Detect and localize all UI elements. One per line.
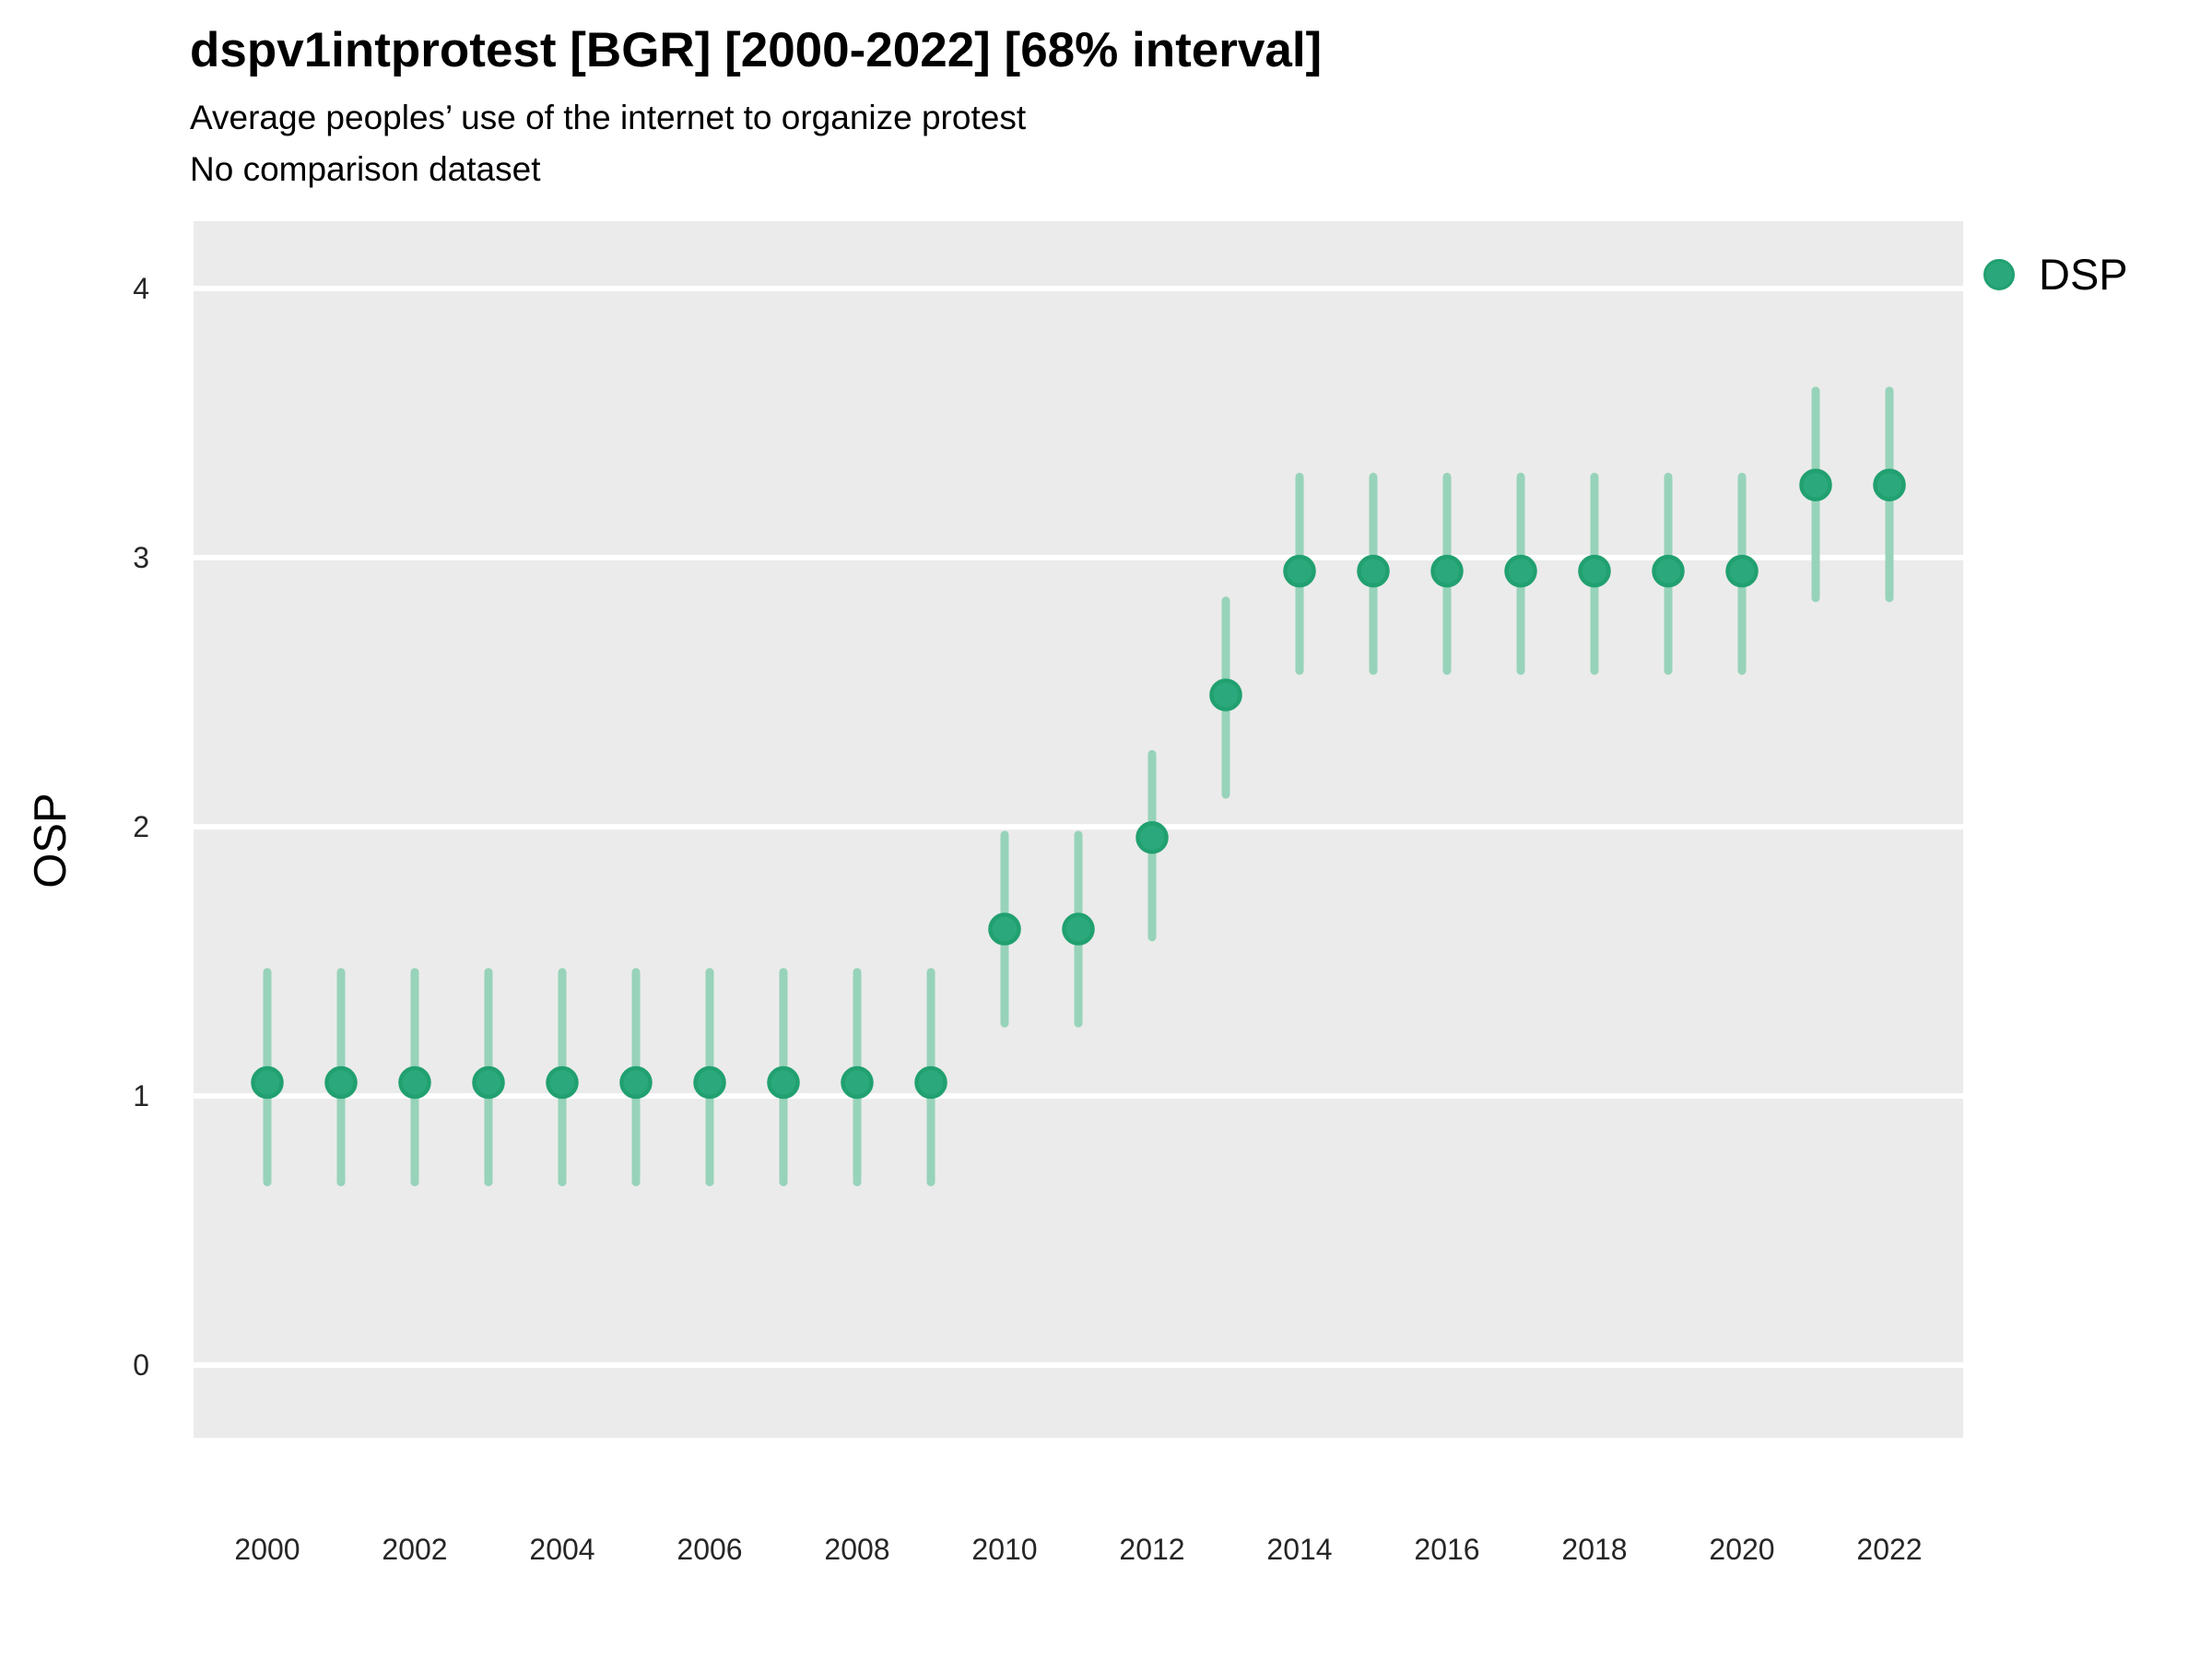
x-tick-label-2014: 2014 bbox=[1266, 1533, 1332, 1566]
data-point-2010 bbox=[988, 912, 1021, 946]
data-point-2015 bbox=[1357, 554, 1390, 588]
data-point-2000 bbox=[251, 1065, 284, 1100]
data-point-2005 bbox=[619, 1065, 653, 1100]
legend-point-icon bbox=[1983, 258, 2015, 290]
x-tick-label-2016: 2016 bbox=[1414, 1533, 1479, 1566]
data-point-2004 bbox=[546, 1065, 579, 1100]
y-tick-label-0: 0 bbox=[133, 1348, 149, 1382]
data-point-2012 bbox=[1135, 821, 1169, 854]
data-point-2020 bbox=[1725, 554, 1759, 588]
data-point-2008 bbox=[841, 1065, 874, 1100]
x-tick-label-2012: 2012 bbox=[1119, 1533, 1184, 1566]
x-tick-label-2004: 2004 bbox=[529, 1533, 594, 1566]
x-tick-label-2008: 2008 bbox=[824, 1533, 889, 1566]
data-point-2011 bbox=[1062, 912, 1095, 946]
data-point-2018 bbox=[1578, 554, 1611, 588]
x-tick-label-2018: 2018 bbox=[1561, 1533, 1627, 1566]
y-tick-label-2: 2 bbox=[133, 810, 149, 843]
data-point-2009 bbox=[914, 1065, 947, 1100]
data-point-2006 bbox=[693, 1065, 726, 1100]
chart-subtitle: Average peoples’ use of the internet to … bbox=[190, 99, 1027, 136]
y-tick-label-3: 3 bbox=[133, 541, 149, 574]
data-point-2014 bbox=[1283, 554, 1316, 588]
legend: DSP bbox=[1983, 249, 2128, 300]
data-point-2016 bbox=[1430, 554, 1464, 588]
chart-note: No comparison dataset bbox=[190, 150, 541, 188]
data-point-2007 bbox=[767, 1065, 800, 1100]
data-point-2013 bbox=[1209, 678, 1242, 712]
data-point-2017 bbox=[1504, 554, 1537, 588]
data-point-2021 bbox=[1799, 468, 1832, 501]
legend-label: DSP bbox=[2039, 250, 2128, 299]
x-tick-label-2010: 2010 bbox=[971, 1533, 1037, 1566]
y-tick-label-4: 4 bbox=[133, 272, 149, 305]
data-point-2022 bbox=[1873, 468, 1906, 501]
y-tick-label-1: 1 bbox=[133, 1079, 149, 1112]
data-point-2002 bbox=[398, 1065, 431, 1100]
x-tick-label-2022: 2022 bbox=[1856, 1533, 1922, 1566]
x-tick-label-2006: 2006 bbox=[677, 1533, 742, 1566]
data-point-2001 bbox=[324, 1065, 358, 1100]
chart-title: dspv1intprotest [BGR] [2000-2022] [68% i… bbox=[190, 23, 1323, 77]
data-point-2003 bbox=[472, 1065, 505, 1100]
data-point-2019 bbox=[1652, 554, 1685, 588]
x-tick-label-2000: 2000 bbox=[234, 1533, 300, 1566]
x-tick-label-2002: 2002 bbox=[382, 1533, 447, 1566]
x-tick-label-2020: 2020 bbox=[1709, 1533, 1774, 1566]
